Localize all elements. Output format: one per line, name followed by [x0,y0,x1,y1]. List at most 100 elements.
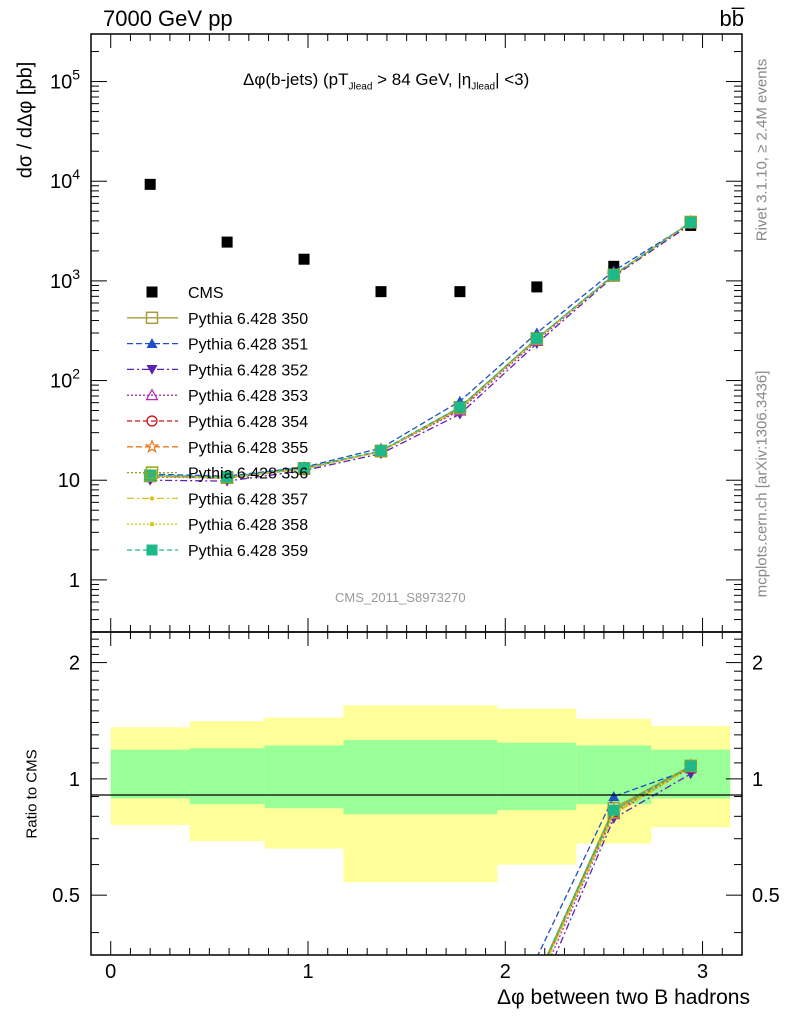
main-y-tick-label: 1 [69,570,80,592]
data-point [531,332,543,344]
legend-label: Pythia 6.428 350 [188,311,308,328]
data-point [375,286,387,298]
legend-entry: Pythia 6.428 353 [127,388,308,405]
legend-marker [149,522,155,527]
tick-base: 10 [50,171,72,193]
data-point [454,401,466,413]
legend-marker [146,544,158,556]
plot-title-sub1: Jlead [348,81,373,93]
ratio-y-tick-label-right: 2 [752,653,763,675]
legend-entry: Pythia 6.428 350 [127,311,308,328]
series-line [150,221,692,478]
ratio-y-tick-label: 0.5 [52,885,80,907]
series-line [150,223,692,482]
data-point [375,445,387,457]
legend-label: Pythia 6.428 353 [188,388,308,405]
energy-label: 7000 GeV pp [103,6,233,31]
tick-exponent: 4 [72,166,80,182]
data-point [608,269,620,281]
legend-entry: Pythia 6.428 352 [127,362,308,379]
data-point [144,469,156,481]
ratio-y-tick-label: 1 [69,769,80,791]
legend-entry: Pythia 6.428 358 [127,517,308,534]
legend-marker [145,466,159,479]
x-tick-label: 1 [302,961,313,983]
ratio-data-point [685,760,697,772]
ratio-series-pythia-6-428-359 [546,760,697,955]
main-y-tick-label: 10 [58,470,80,492]
tick-exponent: 2 [72,366,80,382]
series-pythia-6-428-359 [144,216,697,483]
plot-title-suffix: | <3) [495,70,530,89]
legend-label: Pythia 6.428 356 [188,466,308,483]
series-line [150,221,692,479]
legend-marker [145,388,159,401]
ratio-data-point [608,791,620,801]
legend-entry: Pythia 6.428 357 [127,491,308,508]
series-line [150,222,692,477]
plot-title-prefix: Δφ(b-jets) (pT [243,70,349,89]
legend-label: Pythia 6.428 357 [188,491,308,508]
main-y-tick-label: 102 [50,366,80,393]
legend-label: Pythia 6.428 358 [188,517,308,534]
legend-label: Pythia 6.428 355 [188,440,308,457]
data-point [685,216,697,228]
ratio-y-tick-label: 2 [69,653,80,675]
data-point [221,236,233,248]
legend-entry: Pythia 6.428 359 [127,543,308,560]
analysis-watermark: CMS_2011_S8973270 [335,590,466,605]
legend-label: Pythia 6.428 359 [188,543,308,560]
ratio-panel-series [537,758,699,955]
legend-marker [144,438,160,454]
legend-marker [146,286,158,298]
legend: CMS Pythia 6.428 350 Pythia 6.428 351 Pythi… [127,285,308,560]
ratio-series-group [537,758,699,955]
main-y-tick-label: 103 [50,266,80,293]
legend-marker [146,338,158,348]
inner-band-segment [497,742,577,811]
x-axis-label: Δφ between two B hadrons [497,986,750,1009]
x-tick-label: 2 [500,961,511,983]
data-point [144,178,156,190]
mcplots-label: mcplots.cern.ch [arXiv:1306.3436] [753,370,771,598]
data-point [221,471,233,483]
tick-exponent: 5 [72,67,80,83]
legend-label: CMS [188,285,224,302]
ratio-panel-frame [90,631,743,956]
tick-base: 10 [50,271,72,293]
legend-marker [145,311,159,325]
legend-label: Pythia 6.428 351 [188,337,308,354]
process-label: bb̅ [719,6,744,31]
inner-band-segment [264,745,344,809]
axis-ticks [90,33,743,955]
legend-entry: Pythia 6.428 354 [127,414,308,431]
main-panel-series [142,178,699,487]
inner-band-segment [189,748,265,805]
legend-label: Pythia 6.428 354 [188,414,308,431]
x-tick-label: 3 [697,961,708,983]
data-point [454,286,466,298]
inner-band-segment [343,740,498,815]
x-tick-label: 0 [105,961,116,983]
ratio-uncertainty-bands [110,705,731,883]
plot-title-sub2: Jlead [471,81,496,93]
plot-title-middle: > 84 GeV, |η [372,70,472,89]
legend-entry: Pythia 6.428 356 [127,466,308,483]
rivet-label: Rivet 3.1.10, ≥ 2.4M events [753,58,771,242]
ratio-y-tick-label-right: 0.5 [752,885,780,907]
tick-base: 10 [50,371,72,393]
legend-marker [146,365,158,375]
legend-label: Pythia 6.428 352 [188,362,308,379]
main-y-tick-label: 104 [50,166,80,193]
ratio-y-axis-label: Ratio to CMS [23,749,41,839]
legend-marker [146,415,158,427]
inner-band-segment [110,749,190,799]
ratio-data-point [608,804,620,816]
legend-marker [149,496,155,501]
ratio-y-tick-label-right: 1 [752,769,763,791]
main-y-tick-label: 105 [50,67,80,94]
ratio-series-line [537,768,691,955]
plot-title: Δφ(b-jets) (pTJlead > 84 GeV, |ηJlead| <… [243,70,529,92]
